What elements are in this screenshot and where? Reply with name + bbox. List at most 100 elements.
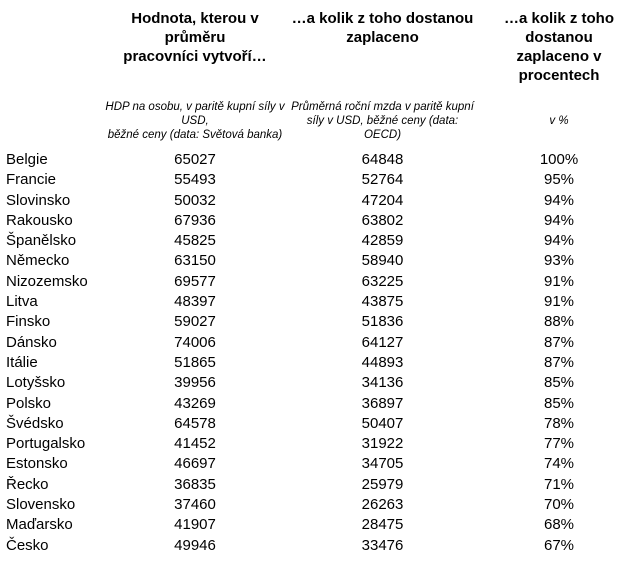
gdp-cell: 41907 (174, 516, 216, 534)
subheader-row: HDP na osobu, v paritě kupní síly v USD,… (0, 85, 643, 150)
table-header: Hodnota, kterou v průměru pracovníci vyt… (0, 0, 643, 150)
table-row: Finsko 59027 51836 88% (0, 312, 643, 332)
table-row: Lotyšsko 39956 34136 85% (0, 373, 643, 393)
wage-cell: 42859 (361, 232, 404, 250)
wage-cell: 26263 (361, 496, 404, 514)
gdp-cell: 67936 (174, 211, 216, 229)
country-cell: Maďarsko (6, 516, 73, 534)
country-cell: Slovensko (6, 496, 76, 514)
table-row: Česko 49946 33476 67% (0, 536, 643, 556)
gdp-cell: 45825 (174, 232, 216, 250)
pct-cell: 93% (543, 252, 575, 270)
pct-cell: 94% (543, 232, 575, 250)
corner-blank (0, 0, 100, 85)
table-row: Slovinsko 50032 47204 94% (0, 191, 643, 211)
country-cell: Švédsko (6, 414, 64, 432)
header-row: Hodnota, kterou v průměru pracovníci vyt… (0, 0, 643, 85)
col-header-pct: …a kolik z toho dostanou zaplaceno v pro… (503, 10, 614, 84)
wage-cell: 36897 (361, 394, 404, 412)
pct-cell: 91% (543, 293, 575, 311)
wage-cell: 43875 (361, 293, 404, 311)
pct-cell: 78% (543, 414, 575, 432)
col-header-wage: …a kolik z toho dostanou zaplaceno (291, 10, 474, 46)
table-row: Belgie 65027 64848 100% (0, 150, 643, 170)
table-row: Estonsko 46697 34705 74% (0, 454, 643, 474)
table-row: Polsko 43269 36897 85% (0, 394, 643, 414)
table-row: Dánsko 74006 64127 87% (0, 333, 643, 353)
col-header-gdp: Hodnota, kterou v průměru pracovníci vyt… (123, 10, 267, 65)
country-cell: Španělsko (6, 232, 77, 250)
table-row: Maďarsko 41907 28475 68% (0, 515, 643, 535)
pct-cell: 68% (543, 516, 575, 534)
wage-cell: 51836 (361, 313, 404, 331)
table-row: Francie 55493 52764 95% (0, 170, 643, 190)
table-row: Řecko 36835 25979 71% (0, 475, 643, 495)
gdp-cell: 43269 (174, 394, 216, 412)
wage-cell: 28475 (361, 516, 404, 534)
country-cell: Dánsko (6, 333, 57, 351)
pct-cell: 87% (543, 333, 575, 351)
country-cell: Itálie (6, 353, 38, 371)
pct-cell: 94% (543, 211, 575, 229)
wage-cell: 34136 (361, 374, 404, 392)
pct-cell: 100% (539, 151, 579, 168)
gdp-cell: 69577 (174, 272, 216, 290)
country-cell: Nizozemsko (6, 272, 88, 290)
pct-cell: 87% (543, 353, 575, 371)
table-row: Švédsko 64578 50407 78% (0, 414, 643, 434)
gdp-cell: 37460 (174, 496, 216, 514)
pct-cell: 71% (543, 475, 575, 493)
data-table: Hodnota, kterou v průměru pracovníci vyt… (0, 0, 643, 556)
wage-cell: 58940 (361, 252, 404, 270)
pct-cell: 77% (543, 435, 575, 453)
country-cell: Portugalsko (6, 435, 86, 453)
gdp-cell: 59027 (174, 313, 216, 331)
pct-cell: 95% (543, 171, 575, 189)
pct-cell: 67% (543, 536, 575, 554)
gdp-cell: 65027 (174, 151, 216, 168)
table-row: Litva 48397 43875 91% (0, 292, 643, 312)
corner-blank-2 (0, 85, 100, 150)
gdp-cell: 55493 (174, 171, 216, 189)
wage-cell: 44893 (361, 353, 404, 371)
wage-cell: 52764 (361, 171, 404, 189)
table-row: Slovensko 37460 26263 70% (0, 495, 643, 515)
wage-cell: 31922 (361, 435, 404, 453)
country-cell: Rakousko (6, 211, 73, 229)
country-cell: Belgie (6, 151, 48, 168)
table-row: Rakousko 67936 63802 94% (0, 211, 643, 231)
wage-cell: 63802 (361, 211, 404, 229)
gdp-cell: 64578 (174, 414, 216, 432)
pct-cell: 74% (543, 455, 575, 473)
wage-cell: 64127 (361, 333, 404, 351)
pct-cell: 91% (543, 272, 575, 290)
country-cell: Litva (6, 293, 38, 311)
gdp-cell: 50032 (174, 191, 216, 209)
pct-cell: 88% (543, 313, 575, 331)
table-row: Portugalsko 41452 31922 77% (0, 434, 643, 454)
country-cell: Česko (6, 536, 49, 554)
table-row: Německo 63150 58940 93% (0, 251, 643, 271)
pct-cell: 85% (543, 374, 575, 392)
country-cell: Slovinsko (6, 191, 71, 209)
gdp-cell: 41452 (174, 435, 216, 453)
pct-cell: 70% (543, 496, 575, 514)
wage-cell: 47204 (361, 191, 404, 209)
country-cell: Finsko (6, 313, 51, 331)
country-cell: Řecko (6, 475, 49, 493)
gdp-cell: 63150 (174, 252, 216, 270)
wage-cell: 64848 (361, 151, 404, 168)
col-subheader-gdp: HDP na osobu, v paritě kupní síly v USD,… (105, 101, 285, 141)
table-row: Španělsko 45825 42859 94% (0, 231, 643, 251)
table-row: Itálie 51865 44893 87% (0, 353, 643, 373)
wage-cell: 50407 (361, 414, 404, 432)
country-cell: Lotyšsko (6, 374, 66, 392)
gdp-cell: 49946 (174, 536, 216, 554)
pct-cell: 94% (543, 191, 575, 209)
country-cell: Polsko (6, 394, 52, 412)
wage-cell: 33476 (361, 536, 404, 554)
wage-cell: 63225 (361, 272, 404, 290)
gdp-cell: 74006 (174, 333, 216, 351)
gdp-cell: 51865 (174, 353, 216, 371)
